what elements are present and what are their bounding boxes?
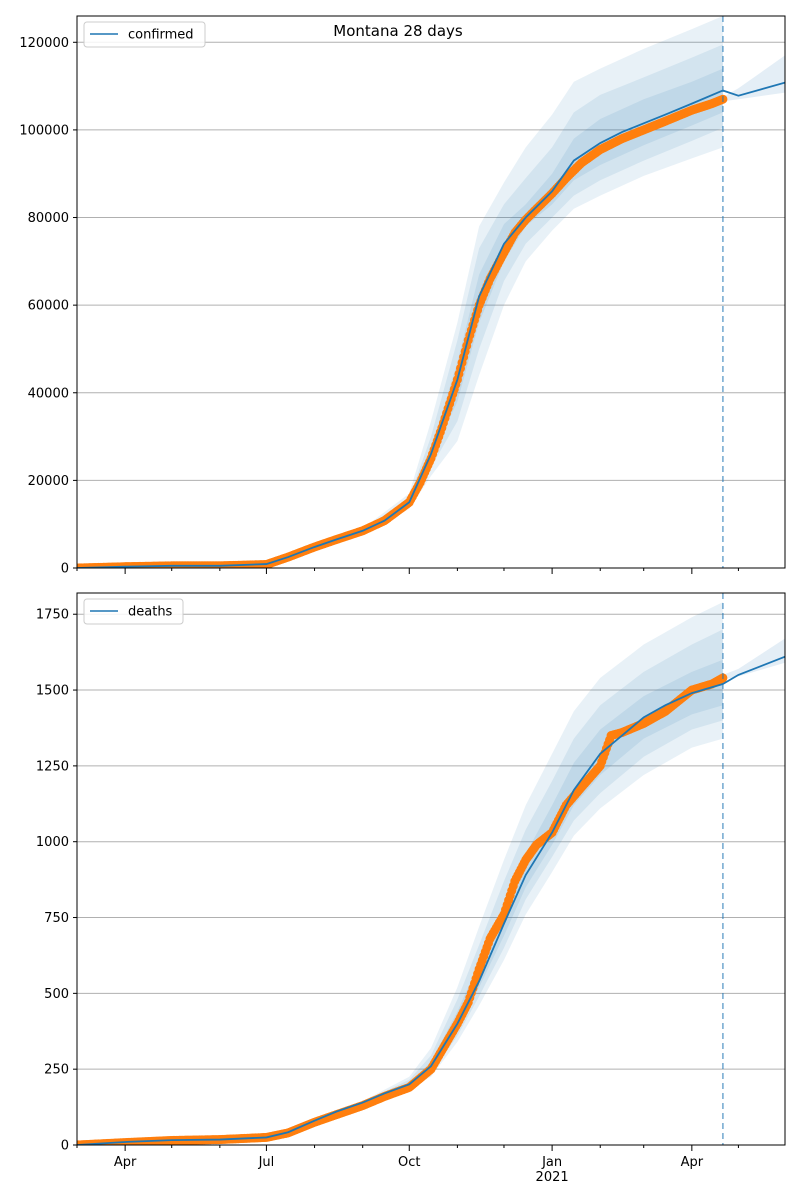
deaths-uncertainty-band bbox=[362, 659, 723, 1103]
confirmed-axes-frame bbox=[76, 15, 786, 569]
confirmed-x-ticks bbox=[76, 568, 739, 574]
deaths-y-tick-label: 1250 bbox=[36, 759, 69, 774]
confirmed-forecast-band bbox=[722, 55, 785, 102]
deaths-model-line bbox=[77, 683, 724, 1145]
deaths-forecast-band bbox=[722, 638, 785, 680]
confirmed-forecast-band bbox=[722, 55, 785, 102]
confirmed-bands bbox=[362, 16, 723, 533]
confirmed-y-tick-label: 100000 bbox=[19, 123, 69, 138]
deaths-y-tick-label: 1750 bbox=[36, 608, 69, 623]
confirmed-legend-label: confirmed bbox=[128, 28, 194, 43]
deaths-axes-frame bbox=[76, 592, 786, 1146]
deaths-x-tick-label: Apr bbox=[681, 1155, 704, 1170]
deaths-x-tick-label: Jan bbox=[541, 1155, 562, 1170]
deaths-legend-label: deaths bbox=[128, 605, 173, 620]
deaths-panel: 0 250 500 750 1000 1250 1500 1750 Apr Jul Oct Jan2… bbox=[36, 592, 786, 1185]
deaths-x-tick-label: Apr bbox=[114, 1155, 137, 1170]
deaths-forecast-band bbox=[722, 638, 785, 680]
figure-title: Montana 28 days bbox=[333, 22, 463, 40]
deaths-y-tick-label: 1500 bbox=[36, 684, 69, 699]
confirmed-y-tick-label: 120000 bbox=[19, 36, 69, 51]
deaths-legend: deaths bbox=[83, 598, 184, 625]
confirmed-model-lines bbox=[77, 81, 785, 568]
confirmed-y-tick-label: 80000 bbox=[28, 211, 69, 226]
deaths-y-tick-label: 1000 bbox=[36, 835, 69, 850]
deaths-y-ticks: 0 250 500 750 1000 1250 1500 1750 bbox=[36, 608, 77, 1154]
deaths-forecast-line bbox=[722, 655, 785, 685]
deaths-y-tick-label: 750 bbox=[44, 911, 69, 926]
confirmed-y-tick-label: 0 bbox=[61, 562, 69, 577]
deaths-y-tick-label: 250 bbox=[44, 1063, 69, 1078]
confirmed-panel: 0 20000 40000 60000 80000 100000 120000 confir… bbox=[19, 15, 786, 577]
deaths-y-tick-label: 0 bbox=[61, 1139, 69, 1154]
confirmed-model-line bbox=[77, 89, 724, 568]
confirmed-y-ticks: 0 20000 40000 60000 80000 100000 120000 bbox=[19, 36, 77, 577]
confirmed-y-tick-label: 60000 bbox=[28, 299, 69, 314]
deaths-x-tick-label: Jul bbox=[258, 1155, 275, 1170]
deaths-bands bbox=[362, 602, 723, 1105]
deaths-uncertainty-band bbox=[362, 629, 723, 1104]
deaths-observed-points bbox=[77, 673, 728, 1145]
confirmed-uncertainty-band bbox=[362, 44, 723, 533]
deaths-x-tick-label: 2021 bbox=[536, 1170, 569, 1185]
confirmed-legend: confirmed bbox=[83, 21, 206, 48]
confirmed-y-tick-label: 40000 bbox=[28, 386, 69, 401]
deaths-model-lines bbox=[77, 655, 785, 1145]
deaths-x-tick-label: Oct bbox=[398, 1155, 420, 1170]
deaths-y-tick-label: 500 bbox=[44, 987, 69, 1002]
confirmed-y-tick-label: 20000 bbox=[28, 474, 69, 489]
confirmed-forecast-line bbox=[722, 81, 785, 97]
